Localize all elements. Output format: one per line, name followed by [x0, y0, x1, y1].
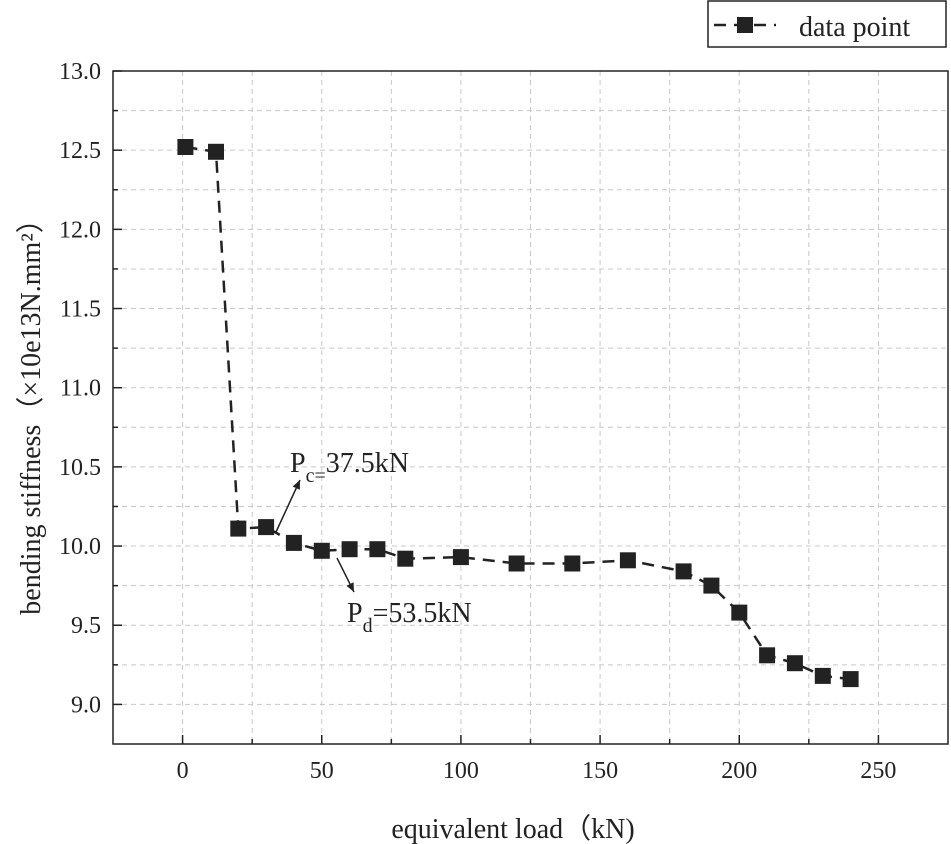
- data-point-marker: [313, 542, 330, 559]
- annotation-pd-value: =53.5kN: [373, 598, 472, 629]
- data-point-marker: [285, 534, 302, 551]
- data-point-marker: [208, 143, 224, 160]
- x-tick-label: 50: [310, 758, 334, 784]
- x-tick-label: 150: [582, 758, 618, 784]
- axis-ticks: 0 50 100 150 200 250 9.0 9.5 10.0 10.5 11.0 11.5 12.…: [59, 59, 896, 784]
- annotation-pd: Pd=53.5kN: [336, 557, 472, 637]
- data-point-marker: [675, 563, 692, 580]
- data-point-marker: [369, 541, 386, 558]
- data-point-marker: [842, 671, 859, 688]
- y-tick-label: 9.0: [71, 692, 101, 718]
- legend-marker-sample: [737, 17, 753, 33]
- data-point-marker: [814, 667, 831, 684]
- data-point-marker: [177, 139, 194, 155]
- y-tick-label: 10.5: [59, 455, 101, 481]
- y-tick-label: 13.0: [59, 59, 101, 85]
- data-point-marker: [703, 577, 720, 594]
- annotation-pc-text: Pc=37.5kN: [290, 448, 409, 487]
- x-tick-label: 100: [443, 758, 479, 784]
- x-axis-title: equivalent load（kN): [391, 813, 634, 844]
- data-point-marker: [759, 647, 776, 664]
- annotation-pd-text: Pd=53.5kN: [347, 598, 472, 637]
- data-point-marker: [508, 555, 525, 572]
- grid-lines: [113, 70, 948, 744]
- x-tick-label: 200: [721, 758, 757, 784]
- x-tick-label: 250: [860, 758, 896, 784]
- data-point-marker: [397, 550, 414, 567]
- series-layer: [177, 139, 859, 688]
- y-tick-label: 10.0: [59, 534, 101, 560]
- data-point-marker: [258, 519, 275, 536]
- y-tick-label: 11.5: [60, 297, 101, 323]
- annotation-pd-label: P: [347, 598, 363, 629]
- legend-label: data point: [799, 12, 910, 43]
- data-point-marker: [564, 555, 581, 572]
- y-tick-label: 11.0: [60, 376, 101, 402]
- annotation-pc-value: 37.5kN: [326, 448, 409, 479]
- legend: data point: [707, 0, 947, 48]
- data-point-marker: [786, 655, 803, 672]
- annotation-pc: Pc=37.5kN: [275, 448, 409, 533]
- y-axis-title: bending stiffness（×10e13N.mm²）: [15, 205, 47, 614]
- data-point-marker: [731, 604, 748, 621]
- annotation-pc-sub: c=: [306, 465, 326, 487]
- x-tick-label: 0: [177, 758, 189, 784]
- data-point-marker: [230, 520, 247, 537]
- annotation-pc-label: P: [290, 448, 306, 479]
- data-point-marker: [341, 541, 358, 558]
- y-tick-label: 12.0: [59, 217, 101, 243]
- data-point-marker: [619, 552, 636, 569]
- y-tick-label: 9.5: [71, 613, 101, 639]
- series-line: [185, 145, 851, 681]
- y-tick-label: 12.5: [59, 138, 101, 164]
- data-point-marker: [452, 549, 469, 566]
- annotation-pc-arrow: [275, 479, 301, 533]
- annotation-pd-sub: d: [363, 615, 373, 637]
- annotation-pd-arrow: [336, 557, 355, 593]
